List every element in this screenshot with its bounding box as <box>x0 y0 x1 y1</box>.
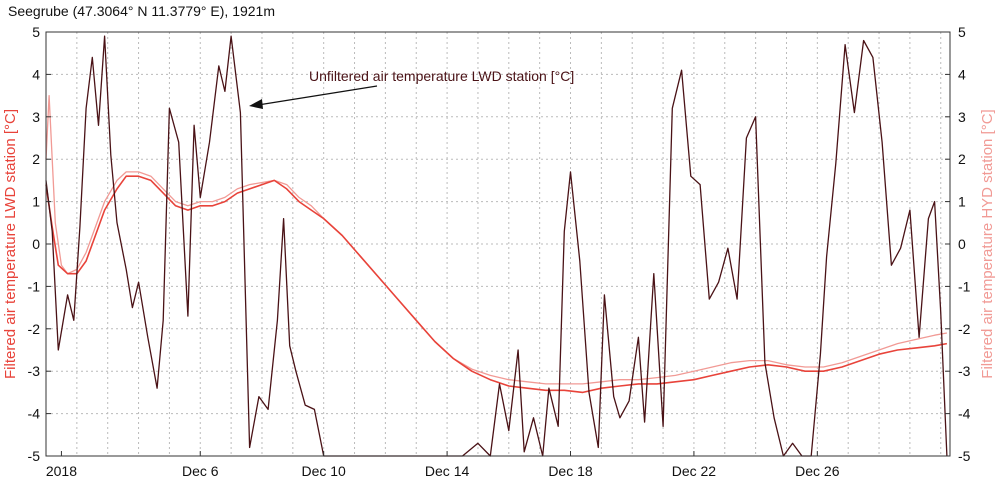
right-tick-label: 0 <box>958 236 966 252</box>
x-tick-label: Dec 10 <box>301 463 346 479</box>
left-tick-label: -2 <box>28 321 41 337</box>
series-unfiltered <box>45 35 948 457</box>
series-layer <box>45 35 948 457</box>
x-tick-label: Dec 18 <box>548 463 593 479</box>
chart-title: Seegrube (47.3064° N 11.3779° E), 1921m <box>8 3 275 19</box>
right-tick-label: -3 <box>958 363 971 379</box>
right-tick-label: 4 <box>958 66 966 82</box>
grid <box>45 31 950 457</box>
left-tick-label: -4 <box>28 406 41 422</box>
left-axis-label: Filtered air temperature LWD station [°C… <box>2 109 19 379</box>
right-tick-label: -2 <box>958 321 971 337</box>
right-tick-label: 5 <box>958 24 966 40</box>
annotation-arrowhead <box>249 99 263 109</box>
right-axis-label: Filtered air temperature HYD station [°C… <box>979 109 996 378</box>
x-tick-label: Dec 6 <box>182 463 219 479</box>
x-tick-label: Dec 22 <box>672 463 717 479</box>
left-tick-label: 1 <box>32 194 40 210</box>
right-tick-label: 3 <box>958 109 966 125</box>
annotation: Unfiltered air temperature LWD station [… <box>249 68 574 109</box>
right-tick-label: -1 <box>958 278 971 294</box>
left-tick-label: 3 <box>32 109 40 125</box>
left-tick-label: 4 <box>32 66 40 82</box>
x-tick-label: Dec 26 <box>795 463 840 479</box>
x-tick-label: Dec 14 <box>425 463 470 479</box>
right-y-axis: -5 -4 -3 -2 -1 0 1 2 3 4 5 <box>945 24 971 464</box>
left-tick-label: 0 <box>32 236 40 252</box>
right-tick-label: 2 <box>958 151 966 167</box>
right-tick-label: -4 <box>958 406 971 422</box>
series-lwd_filtered <box>45 175 948 394</box>
right-tick-label: 1 <box>958 194 966 210</box>
left-tick-label: -5 <box>28 448 41 464</box>
x-axis: 2018 Dec 6 Dec 10 Dec 14 Dec 18 Dec 22 Dec 26 <box>46 451 840 479</box>
right-tick-label: -5 <box>958 448 971 464</box>
x-tick-label: 2018 <box>46 463 77 479</box>
series-hyd_filtered <box>45 94 948 385</box>
annotation-arrow-line <box>257 85 378 106</box>
left-tick-label: 5 <box>32 24 40 40</box>
annotation-text: Unfiltered air temperature LWD station [… <box>309 68 574 84</box>
left-y-axis: -5 -4 -3 -2 -1 0 1 2 3 4 5 <box>28 24 51 464</box>
left-tick-label: 2 <box>32 151 40 167</box>
left-tick-label: -3 <box>28 363 41 379</box>
left-tick-label: -1 <box>28 278 41 294</box>
